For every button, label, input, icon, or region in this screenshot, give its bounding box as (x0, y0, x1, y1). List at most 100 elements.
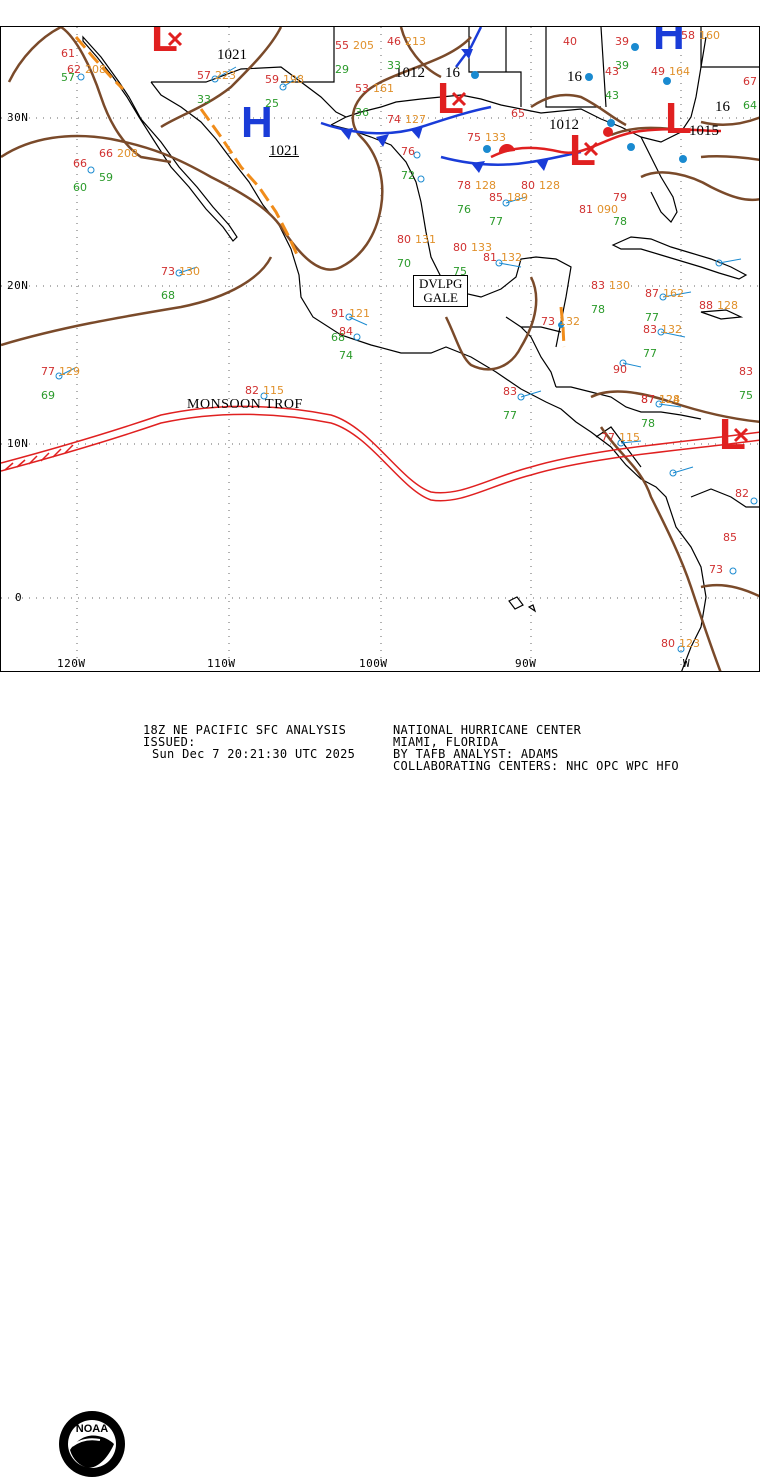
station-dewpoint: 77 (503, 409, 517, 422)
footer-collaborating-centers: COLLABORATING CENTERS: NHC OPC WPC HFO (393, 759, 679, 773)
station-pressure: 205 (353, 39, 374, 52)
station-pressure: 132 (501, 251, 522, 264)
isobar-label-1021: 1021 (217, 47, 247, 63)
station-pressure: 213 (405, 35, 426, 48)
station-pressure: 127 (405, 113, 426, 126)
station-temperature: 73 (541, 315, 555, 328)
station-temperature: 91 (331, 307, 345, 320)
station-temperature: 90 (613, 363, 627, 376)
station-temperature: 75 (467, 131, 481, 144)
station-pressure: 128 (659, 393, 680, 406)
station-temperature: 49 (651, 65, 665, 78)
station-pressure: 115 (263, 384, 284, 397)
isobar-label-16-b: 16 (567, 69, 582, 85)
station-temperature: 81 (483, 251, 497, 264)
high-pressure-symbol-east: H (653, 26, 685, 59)
station-temperature: 82 (245, 384, 259, 397)
station-temperature: 85 (723, 531, 737, 544)
station-temperature: 66 (99, 147, 113, 160)
station-temperature: 53 (355, 82, 369, 95)
isobar-label-1012-gulf: 1012 (549, 117, 579, 133)
cold-front (320, 27, 582, 173)
station-temperature: 62 (67, 63, 81, 76)
station-pressure: 133 (485, 131, 506, 144)
lat-label-0: 0 (15, 591, 23, 604)
lon-label-90w: 90W (515, 657, 537, 670)
station-temperature: 66 (73, 157, 87, 170)
station-pressure: 128 (475, 179, 496, 192)
station-temperature: 40 (563, 35, 577, 48)
station-dewpoint: 72 (401, 169, 415, 182)
noaa-logo-text: NOAA (76, 1423, 108, 1435)
station-temperature: 65 (511, 107, 525, 120)
station-temperature: 46 (387, 35, 401, 48)
station-temperature: 59 (265, 73, 279, 86)
station-temperature: 87 (641, 393, 655, 406)
footer-issued-label: ISSUED: (143, 735, 196, 749)
station-pressure: 208 (85, 63, 106, 76)
callout-line-2: GALE (423, 290, 458, 305)
station-pressure: 130 (179, 265, 200, 278)
station-temperature: 78 (457, 179, 471, 192)
station-temperature: 61 (61, 47, 75, 60)
station-pressure: 160 (699, 29, 720, 42)
station-pressure: 161 (373, 82, 394, 95)
station-temperature: 73 (709, 563, 723, 576)
station-temperature: 39 (615, 35, 629, 48)
station-dewpoint: 78 (613, 215, 627, 228)
station-pressure: 121 (349, 307, 370, 320)
station-pressure: 208 (117, 147, 138, 160)
lat-lon-grid (1, 27, 759, 671)
footer-title: 18Z NE PACIFIC SFC ANALYSIS (143, 723, 347, 737)
station-temperature: 83 (739, 365, 753, 378)
station-temperature: 84 (339, 325, 353, 338)
station-temperature: 88 (699, 299, 713, 312)
station-temperature: 67 (743, 75, 757, 88)
footer-center-name: NATIONAL HURRICANE CENTER (393, 723, 582, 737)
station-pressure: 128 (717, 299, 738, 312)
callout-line-1: DVLPG (419, 276, 463, 291)
high-pressure-value: 1021 (269, 143, 299, 159)
station-pressure: 198 (283, 73, 304, 86)
station-pressure: 130 (609, 279, 630, 292)
noaa-logo-icon: NOAA (59, 1411, 125, 1477)
station-dewpoint: 70 (397, 257, 411, 270)
station-temperature: 74 (387, 113, 401, 126)
low-pressure-symbol-florida: L (665, 94, 692, 143)
station-pressure: 090 (597, 203, 618, 216)
station-temperature: 80 (453, 241, 467, 254)
station-temperature: 83 (591, 279, 605, 292)
station-dewpoint: 36 (355, 106, 369, 119)
warm-front (490, 127, 722, 159)
station-temperature: 81 (579, 203, 593, 216)
station-dewpoint: 25 (265, 97, 279, 110)
station-temperature: 77 (41, 365, 55, 378)
station-temperature: 58 (681, 29, 695, 42)
station-dewpoint: 60 (73, 181, 87, 194)
station-dewpoint: 29 (335, 63, 349, 76)
station-pressure: 115 (619, 431, 640, 444)
station-temperature: 82 (735, 487, 749, 500)
station-dewpoint: 78 (591, 303, 605, 316)
lon-label-110w: 110W (207, 657, 236, 670)
station-dewpoint: 33 (197, 93, 211, 106)
isobar-label-1015: 1015 (689, 123, 719, 139)
station-temperature: 87 (645, 287, 659, 300)
station-dewpoint: 75 (453, 265, 467, 278)
lat-label-10n: 10N (7, 437, 29, 450)
station-dewpoint: 77 (489, 215, 503, 228)
lat-label-20n: 20N (7, 279, 29, 292)
station-temperature: 80 (661, 637, 675, 650)
station-dewpoint: 68 (161, 289, 175, 302)
low-pressure-symbol-baja: L (151, 26, 178, 61)
lon-label-120w: 120W (57, 657, 86, 670)
station-pressure: 123 (679, 637, 700, 650)
station-pressure: 164 (669, 65, 690, 78)
high-pressure-symbol: H (241, 98, 273, 147)
station-dewpoint: 78 (641, 417, 655, 430)
low-center-x-marks (167, 31, 749, 443)
station-temperature: 57 (197, 69, 211, 82)
lon-label-partial: W (683, 657, 691, 670)
station-dewpoint: 57 (61, 71, 75, 84)
station-pressure: 128 (539, 179, 560, 192)
